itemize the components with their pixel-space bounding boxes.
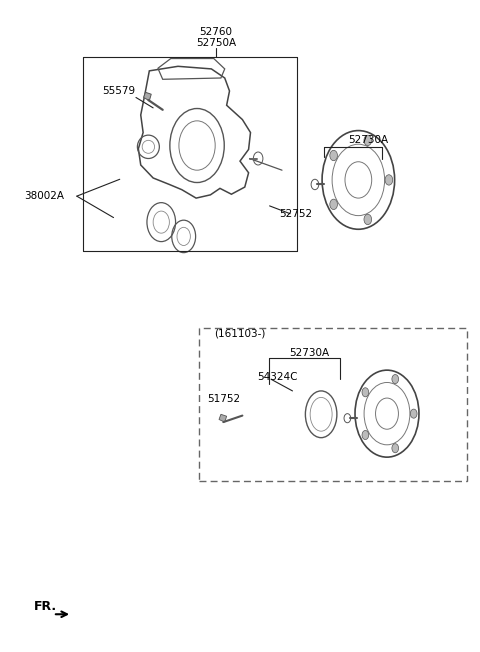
Circle shape bbox=[410, 409, 417, 418]
Circle shape bbox=[362, 430, 369, 439]
Circle shape bbox=[392, 443, 398, 452]
Circle shape bbox=[385, 175, 393, 185]
Circle shape bbox=[392, 374, 398, 383]
Text: 54324C: 54324C bbox=[257, 372, 298, 381]
Bar bbox=[199, 328, 467, 481]
Text: 52752: 52752 bbox=[279, 209, 312, 218]
Circle shape bbox=[330, 151, 337, 160]
Circle shape bbox=[362, 388, 369, 397]
Circle shape bbox=[364, 215, 372, 225]
Text: FR.: FR. bbox=[34, 600, 57, 613]
Polygon shape bbox=[219, 414, 227, 422]
Circle shape bbox=[330, 199, 337, 209]
Text: 52750A: 52750A bbox=[196, 38, 236, 48]
Text: 52730A: 52730A bbox=[348, 136, 388, 145]
Circle shape bbox=[364, 135, 372, 145]
Text: 51752: 51752 bbox=[207, 394, 240, 404]
Polygon shape bbox=[144, 93, 151, 100]
Text: 55579: 55579 bbox=[102, 86, 135, 96]
Text: 52730A: 52730A bbox=[289, 348, 329, 358]
Text: (161103-): (161103-) bbox=[214, 329, 266, 339]
Text: 38002A: 38002A bbox=[24, 191, 64, 201]
Text: 52760: 52760 bbox=[200, 27, 233, 37]
